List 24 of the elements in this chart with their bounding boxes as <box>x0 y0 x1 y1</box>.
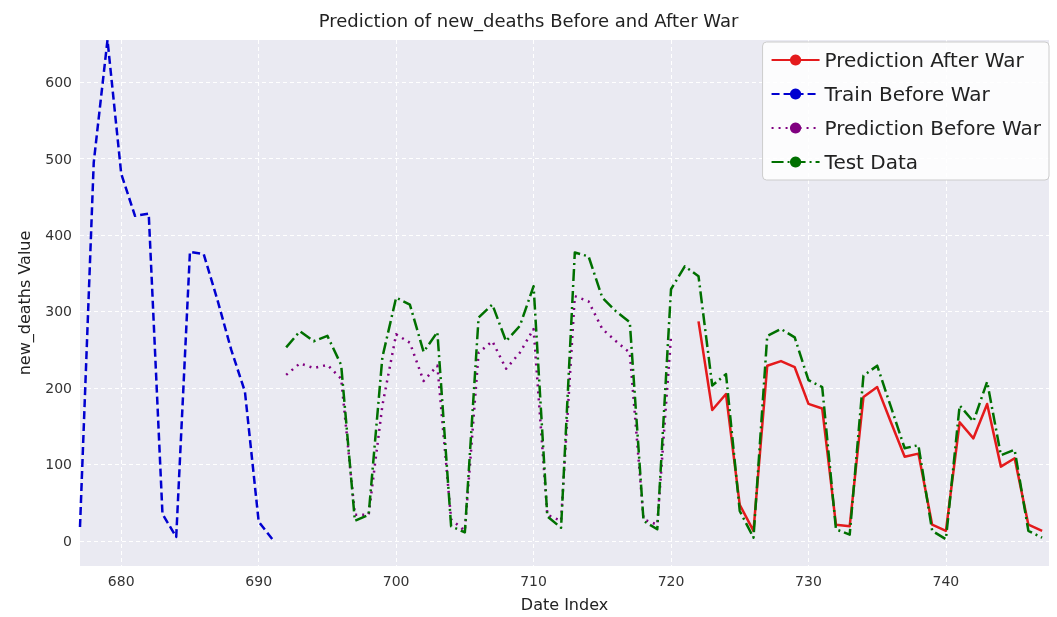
y-tick-label: 600 <box>45 74 72 91</box>
y-axis-title: new_deaths Value <box>14 230 35 376</box>
x-tick-label: 740 <box>932 573 960 589</box>
x-tick-label: 730 <box>795 573 822 589</box>
legend-label: Train Before War <box>823 82 991 106</box>
x-tick-label: 700 <box>382 573 410 589</box>
line-series <box>78 38 274 541</box>
chart-title: Prediction of new_deaths Before and After War <box>318 9 739 32</box>
y-tick-label: 300 <box>45 303 72 320</box>
y-tick-label: 500 <box>45 150 72 167</box>
x-tick-label: 710 <box>520 573 547 589</box>
x-tick-label: 720 <box>657 573 685 589</box>
x-tick-label: 680 <box>107 573 135 589</box>
y-tick-label: 0 <box>63 532 72 549</box>
line-series <box>284 294 673 533</box>
x-tick-label: 690 <box>245 573 273 589</box>
line-series <box>284 251 1044 541</box>
y-tick-label: 100 <box>45 456 72 473</box>
x-axis-title: Date Index <box>520 594 609 614</box>
legend-label: Prediction After War <box>824 48 1025 72</box>
legend-label: Test Data <box>823 150 919 174</box>
y-tick-label: 200 <box>45 379 72 396</box>
y-tick-label: 400 <box>45 226 72 243</box>
legend-label: Prediction Before War <box>824 116 1042 140</box>
